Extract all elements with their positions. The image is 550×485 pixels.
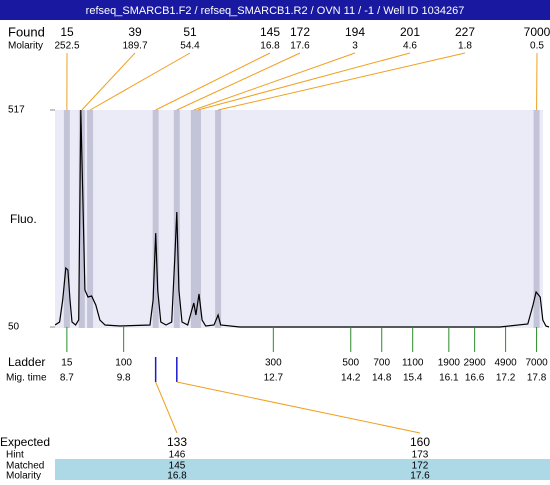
found-molarity: 54.4 <box>180 41 200 52</box>
found-molarity: 1.8 <box>458 41 472 52</box>
found-molarity: 4.6 <box>403 41 417 52</box>
ladder-size: 100 <box>115 358 132 369</box>
found-molarity: 189.7 <box>122 41 147 52</box>
mig-time: 15.4 <box>403 373 423 384</box>
mig-time: 8.7 <box>60 373 74 384</box>
peak-connector <box>90 53 190 110</box>
found-molarity: 0.5 <box>530 41 544 52</box>
mig-time: 17.2 <box>496 373 516 384</box>
matched-band <box>55 459 550 480</box>
found-label: Found <box>8 24 45 39</box>
found-size: 194 <box>345 25 365 39</box>
ladder-label: Ladder <box>8 355 45 369</box>
found-molarity: 3 <box>352 41 358 52</box>
ladder-size: 4900 <box>494 358 517 369</box>
found-size: 15 <box>60 25 74 39</box>
table-cell: 16.8 <box>167 471 187 480</box>
ladder-size: 15 <box>61 358 73 369</box>
found-molarity: 17.6 <box>290 41 310 52</box>
ladder-size: 1900 <box>438 358 461 369</box>
mig-time-label: Mig. time <box>6 373 47 384</box>
peak-connector <box>177 53 300 110</box>
found-size: 51 <box>183 25 197 39</box>
peak-band <box>215 110 221 328</box>
ladder-size: 300 <box>265 358 282 369</box>
found-size: 172 <box>290 25 310 39</box>
table-cell: 173 <box>412 450 429 461</box>
table-row-label: Hint <box>6 450 24 461</box>
found-size: 201 <box>400 25 420 39</box>
table-cell: 17.6 <box>410 471 430 480</box>
found-size: 145 <box>260 25 280 39</box>
mig-time: 14.2 <box>341 373 361 384</box>
y-tick-label: 50 <box>8 322 20 333</box>
table-row-label: Expected <box>0 435 50 449</box>
ladder-size: 7000 <box>525 358 548 369</box>
y-tick-label: 517 <box>8 105 25 116</box>
mig-time: 16.1 <box>439 373 459 384</box>
ladder-size: 2900 <box>464 358 487 369</box>
table-cell: 133 <box>167 435 187 449</box>
peak-connector <box>82 53 135 110</box>
mig-time: 14.8 <box>372 373 392 384</box>
mig-time: 16.6 <box>465 373 485 384</box>
found-size: 227 <box>455 25 475 39</box>
peak-connector <box>156 53 270 110</box>
peak-connector <box>218 53 465 110</box>
found-size: 39 <box>128 25 142 39</box>
mig-time: 9.8 <box>117 373 131 384</box>
peak-band <box>87 110 93 328</box>
table-cell: 160 <box>410 435 430 449</box>
matched-connector <box>156 382 177 433</box>
peak-connector <box>198 53 410 110</box>
mig-time: 17.8 <box>527 373 547 384</box>
chart-title: refseq_SMARCB1.F2 / refseq_SMARCB1.R2 / … <box>86 5 465 17</box>
found-molarity: 252.5 <box>54 41 79 52</box>
peak-connector <box>194 53 355 110</box>
ladder-size: 700 <box>373 358 390 369</box>
molarity-label: Molarity <box>8 41 43 52</box>
found-size: 7000 <box>524 25 550 39</box>
table-cell: 146 <box>169 450 186 461</box>
peak-band <box>64 110 70 328</box>
table-row-label: Molarity <box>6 471 41 480</box>
peak-band <box>195 110 201 328</box>
matched-connector <box>177 382 420 433</box>
found-molarity: 16.8 <box>260 41 280 52</box>
mig-time: 12.7 <box>264 373 284 384</box>
plot-area <box>55 110 543 328</box>
ladder-size: 500 <box>342 358 359 369</box>
y-axis-label: Fluo. <box>10 212 37 226</box>
ladder-size: 1100 <box>402 358 424 369</box>
